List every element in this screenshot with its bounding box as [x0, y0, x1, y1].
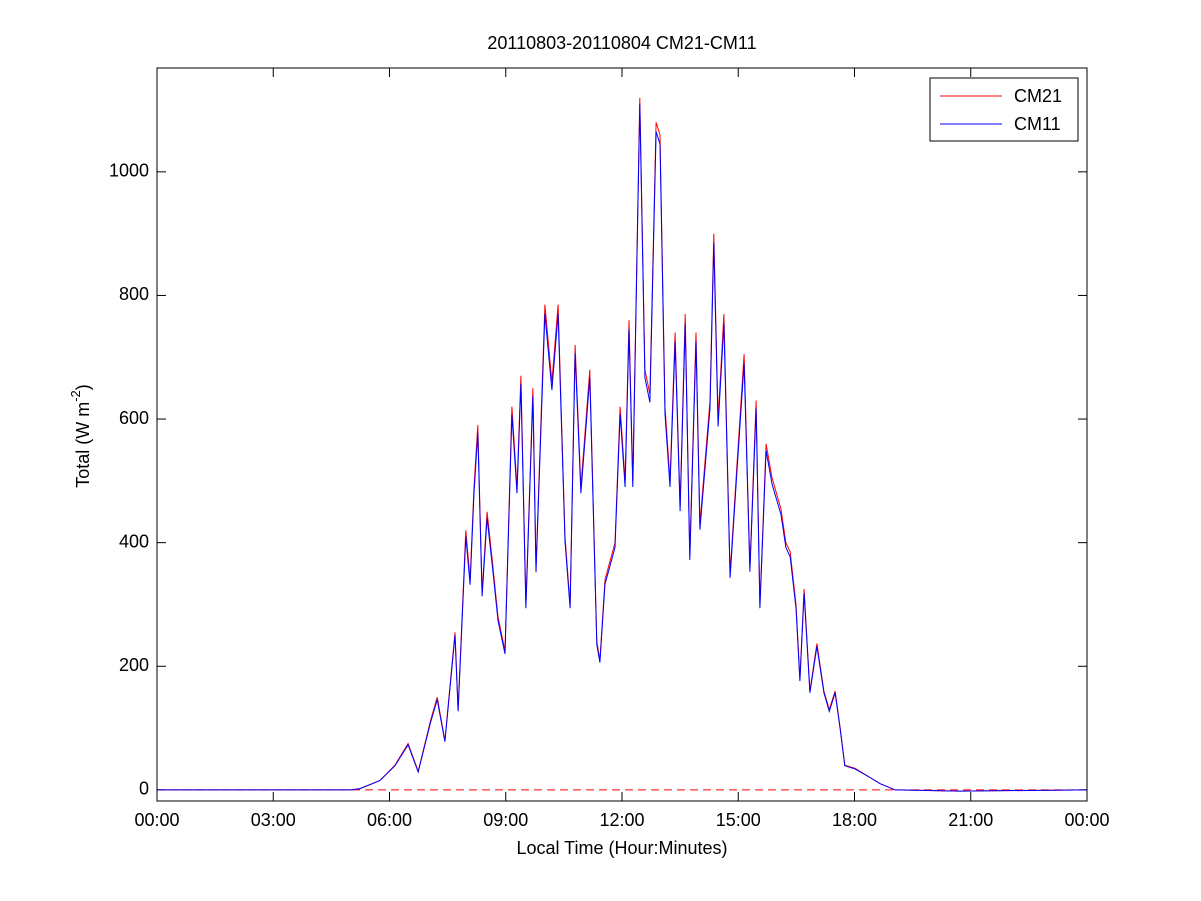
- y-tick-label: 600: [119, 408, 149, 428]
- y-axis-label: Total (W m-2): [68, 384, 92, 488]
- x-tick-label: 03:00: [251, 810, 296, 830]
- x-tick-label: 00:00: [1064, 810, 1109, 830]
- x-tick-label: 18:00: [832, 810, 877, 830]
- y-label-text: Total (W m: [73, 402, 93, 488]
- legend-label: CM11: [1014, 114, 1061, 134]
- y-tick-label: 1000: [109, 161, 149, 181]
- y-tick-label: 0: [139, 779, 149, 799]
- y-tick-label: 400: [119, 531, 149, 551]
- y-label-sup: -2: [68, 390, 83, 402]
- x-tick-label: 12:00: [599, 810, 644, 830]
- y-label-end: ): [73, 384, 93, 390]
- series-line: [157, 103, 1088, 792]
- legend-label: CM21: [1014, 86, 1062, 106]
- legend: CM21 CM11: [929, 77, 1079, 142]
- legend-box: [929, 77, 1079, 142]
- chart-title: 20110803-20110804 CM21-CM11: [487, 33, 756, 53]
- y-tick-label: 200: [119, 655, 149, 675]
- x-axis-label: Local Time (Hour:Minutes): [516, 838, 727, 858]
- x-tick-label: 15:00: [716, 810, 761, 830]
- x-tick-label: 00:00: [134, 810, 179, 830]
- x-tick-label: 21:00: [948, 810, 993, 830]
- plot-frame: [156, 67, 1088, 802]
- x-tick-label: 09:00: [483, 810, 528, 830]
- y-tick-label: 800: [119, 284, 149, 304]
- x-tick-label: 06:00: [367, 810, 412, 830]
